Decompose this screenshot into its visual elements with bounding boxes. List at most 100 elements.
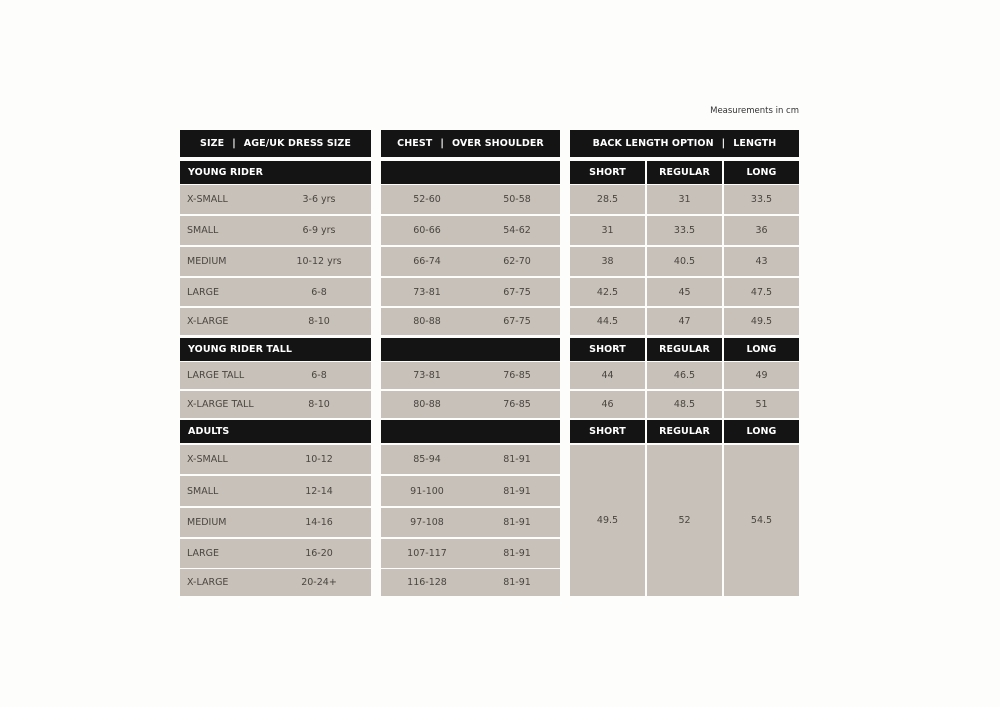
chest-value: 52-60	[413, 194, 441, 205]
header-shoulder: OVER SHOULDER	[451, 138, 544, 149]
shoulder-value: 67-75	[503, 286, 531, 298]
column-header-back-length: BACK LENGTH OPTION | LENGTH	[570, 130, 799, 157]
table-row-size: LARGE TALL 6-8	[180, 362, 371, 389]
length-value: 51	[724, 391, 799, 418]
shoulder-value: 50-58	[503, 194, 531, 205]
header-separator: |	[721, 138, 726, 149]
size-label: X-LARGE	[187, 577, 229, 588]
size-label: SMALL	[187, 225, 219, 236]
length-value: 36	[724, 216, 799, 245]
size-label: MEDIUM	[187, 517, 227, 528]
length-value: 43	[724, 247, 799, 276]
header-size: SIZE	[200, 138, 225, 149]
size-label: X-LARGE	[187, 316, 229, 327]
age-value: 10-12	[305, 454, 333, 465]
age-value: 6-8	[311, 370, 327, 381]
age-value: 10-12 yrs	[296, 256, 342, 267]
length-value: 33.5	[724, 185, 799, 214]
chest-value: 73-81	[413, 370, 441, 381]
size-label: X-SMALL	[187, 194, 228, 205]
size-label: MEDIUM	[187, 256, 227, 267]
size-label: LARGE	[187, 548, 219, 559]
chest-value: 60-66	[413, 225, 441, 236]
table-row-size: SMALL 12-14	[180, 476, 371, 506]
table-row-size: LARGE 6-8	[180, 278, 371, 306]
shoulder-value: 67-75	[503, 316, 531, 327]
length-value: 46.5	[647, 362, 722, 389]
header-back: BACK LENGTH OPTION	[592, 138, 714, 149]
size-label: SMALL	[187, 485, 219, 497]
table-row-size: X-LARGE 8-10	[180, 308, 371, 335]
length-value: 49.5	[724, 308, 799, 335]
size-label: LARGE TALL	[187, 370, 245, 381]
table-row-size: X-LARGE TALL 8-10	[180, 391, 371, 418]
size-label: X-SMALL	[187, 454, 228, 465]
length-option-long: LONG	[724, 161, 799, 184]
length-value: 28.5	[570, 185, 645, 214]
header-age: AGE/UK DRESS SIZE	[243, 138, 351, 149]
table-row-size: MEDIUM 10-12 yrs	[180, 247, 371, 276]
section-header-blank	[381, 338, 560, 361]
table-row-measurements: 52-60 50-58	[381, 185, 560, 214]
header-separator: |	[440, 138, 444, 149]
table-row-measurements: 60-66 54-62	[381, 216, 560, 245]
size-label: X-LARGE TALL	[187, 399, 254, 410]
length-value: 48.5	[647, 391, 722, 418]
length-option-long: LONG	[724, 338, 799, 361]
length-value: 38	[570, 247, 645, 276]
header-separator: |	[232, 138, 236, 149]
header-length: LENGTH	[733, 138, 777, 149]
chest-value: 80-88	[413, 316, 441, 327]
age-value: 14-16	[305, 517, 333, 528]
shoulder-value: 76-85	[503, 370, 531, 381]
age-value: 6-8	[311, 286, 327, 298]
length-value: 47.5	[724, 278, 799, 306]
length-value-merged: 52	[647, 445, 722, 596]
shoulder-value: 54-62	[503, 225, 531, 236]
length-option-regular: REGULAR	[647, 161, 722, 184]
column-header-size: SIZE | AGE/UK DRESS SIZE	[180, 130, 371, 157]
shoulder-value: 62-70	[503, 256, 531, 267]
chest-value: 85-94	[413, 454, 441, 465]
section-title: YOUNG RIDER TALL	[180, 338, 371, 361]
table-row-measurements: 80-88 76-85	[381, 391, 560, 418]
table-row-size: X-LARGE 20-24+	[180, 569, 371, 596]
table-row-size: MEDIUM 14-16	[180, 508, 371, 537]
shoulder-value: 81-91	[503, 454, 531, 465]
length-option-regular: REGULAR	[647, 420, 722, 443]
age-value: 8-10	[308, 399, 330, 410]
table-row-measurements: 97-108 81-91	[381, 508, 560, 537]
age-value: 8-10	[308, 316, 330, 327]
shoulder-value: 76-85	[503, 399, 531, 410]
chest-value: 116-128	[407, 577, 447, 588]
table-row-measurements: 116-128 81-91	[381, 569, 560, 596]
section-title: ADULTS	[180, 420, 371, 443]
chest-value: 66-74	[413, 256, 441, 267]
length-value: 31	[570, 216, 645, 245]
table-row-measurements: 80-88 67-75	[381, 308, 560, 335]
measurement-note: Measurements in cm	[710, 106, 799, 116]
section-header-blank	[381, 420, 560, 443]
table-row-measurements: 66-74 62-70	[381, 247, 560, 276]
length-value: 31	[647, 185, 722, 214]
length-value: 40.5	[647, 247, 722, 276]
age-value: 16-20	[305, 548, 333, 559]
age-value: 6-9 yrs	[302, 225, 336, 236]
chest-value: 91-100	[410, 485, 444, 497]
chest-value: 80-88	[413, 399, 441, 410]
age-value: 20-24+	[301, 577, 337, 588]
length-option-short: SHORT	[570, 420, 645, 443]
length-value: 45	[647, 278, 722, 306]
shoulder-value: 81-91	[503, 548, 531, 559]
table-row-size: X-SMALL 10-12	[180, 445, 371, 474]
table-row-measurements: 73-81 76-85	[381, 362, 560, 389]
shoulder-value: 81-91	[503, 485, 531, 497]
section-header-blank	[381, 161, 560, 184]
table-row-measurements: 73-81 67-75	[381, 278, 560, 306]
length-option-short: SHORT	[570, 161, 645, 184]
length-value: 47	[647, 308, 722, 335]
chest-value: 107-117	[407, 548, 447, 559]
table-row-size: X-SMALL 3-6 yrs	[180, 185, 371, 214]
length-value-merged: 49.5	[570, 445, 645, 596]
table-row-size: SMALL 6-9 yrs	[180, 216, 371, 245]
